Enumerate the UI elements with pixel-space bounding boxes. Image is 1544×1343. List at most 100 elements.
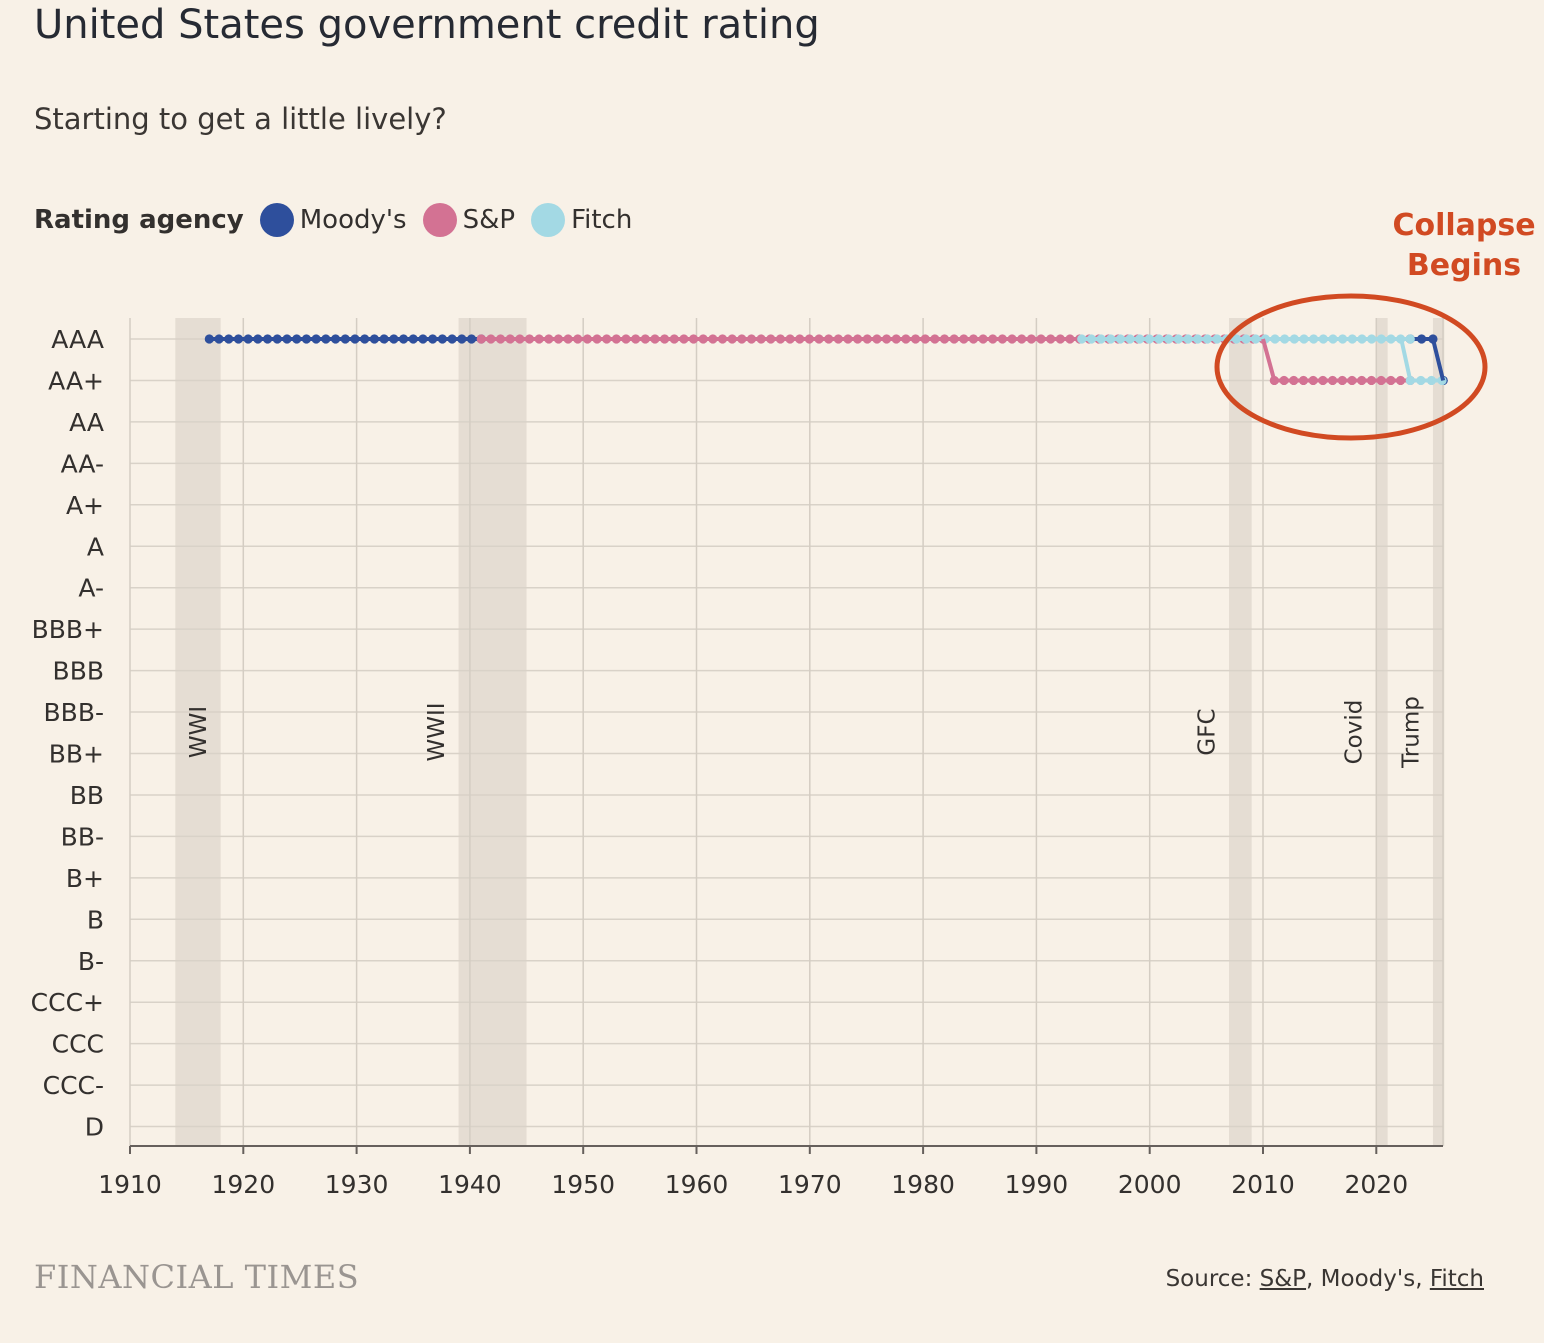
data-point: [292, 334, 302, 344]
source-separator: ,: [1306, 1266, 1321, 1292]
x-tick-label: 1990: [1005, 1170, 1069, 1199]
data-point: [978, 334, 988, 344]
data-point: [1289, 334, 1299, 344]
data-point: [1327, 375, 1338, 386]
y-tick-label: B-: [78, 947, 104, 976]
data-point: [1202, 334, 1212, 344]
shaded-period-wwi: [175, 318, 221, 1146]
annotation-line-1: Collapse: [1392, 208, 1536, 243]
data-point: [1164, 334, 1174, 344]
data-point: [1046, 334, 1056, 344]
source-link-sp[interactable]: S&P: [1259, 1266, 1307, 1292]
data-point: [233, 334, 244, 344]
data-point: [1251, 334, 1261, 344]
data-point: [1289, 375, 1299, 386]
data-point: [1125, 334, 1135, 344]
legend-label-moodys: Moody's: [299, 205, 407, 235]
shaded-period-wwii: [458, 318, 527, 1146]
data-point: [428, 334, 438, 344]
x-tick-label: 2010: [1231, 1170, 1295, 1199]
source-link-fitch[interactable]: Fitch: [1429, 1266, 1484, 1292]
data-point: [573, 334, 583, 344]
y-tick-label: A: [87, 532, 104, 561]
y-tick-label: BB-: [61, 822, 104, 851]
data-point: [1309, 334, 1319, 344]
data-point: [1376, 375, 1386, 386]
y-tick-label: D: [85, 1113, 104, 1142]
data-point: [340, 334, 350, 344]
data-point: [1386, 334, 1396, 344]
data-point: [756, 334, 766, 344]
data-point: [708, 334, 718, 344]
source-prefix: Source:: [1165, 1266, 1260, 1292]
data-point: [534, 334, 544, 344]
data-point: [930, 334, 940, 344]
data-point: [901, 334, 911, 344]
data-point: [350, 334, 360, 344]
source-note: Source: S&P, Moody's, Fitch: [1166, 1266, 1484, 1292]
data-point: [553, 334, 564, 344]
data-point: [814, 334, 824, 344]
x-tick-label: 1950: [551, 1170, 615, 1199]
source-separator: ,: [1415, 1266, 1430, 1292]
data-point: [321, 334, 331, 344]
data-point: [698, 334, 708, 344]
data-point: [833, 334, 843, 344]
shaded-period-gfc: [1229, 318, 1252, 1146]
legend-title: Rating agency: [34, 205, 244, 235]
data-point: [204, 334, 214, 344]
data-point: [843, 334, 853, 344]
data-point: [785, 334, 795, 344]
data-point: [369, 334, 380, 344]
data-point: [881, 334, 892, 344]
data-point: [1416, 375, 1426, 386]
data-point: [563, 334, 573, 344]
data-point: [727, 334, 737, 344]
data-point: [1347, 375, 1357, 386]
x-tick-label: 2000: [1118, 1170, 1182, 1199]
data-point: [330, 334, 341, 344]
data-point: [621, 334, 631, 344]
data-point: [910, 334, 921, 344]
y-tick-label: A-: [78, 574, 104, 603]
data-point: [495, 334, 506, 344]
data-point: [1154, 334, 1164, 344]
shaded-period-trump: [1432, 318, 1445, 1146]
data-point: [804, 334, 814, 344]
data-point: [1144, 334, 1154, 344]
data-point: [1338, 334, 1348, 344]
data-point: [1417, 334, 1427, 344]
data-point: [1241, 334, 1251, 344]
data-point: [360, 334, 370, 344]
data-point: [398, 334, 409, 344]
data-point: [1347, 334, 1357, 344]
data-point: [515, 334, 525, 344]
data-point: [1299, 334, 1309, 344]
data-point: [389, 334, 399, 344]
data-point: [437, 334, 447, 344]
data-point: [418, 334, 428, 344]
x-tick-label: 2020: [1344, 1170, 1408, 1199]
collapse-annotation: Collapse Begins: [1380, 206, 1544, 286]
data-point: [379, 334, 389, 344]
y-tick-label: B+: [66, 864, 104, 893]
data-point: [1337, 375, 1347, 386]
data-point: [253, 334, 263, 344]
data-point: [1026, 334, 1036, 344]
data-point: [1270, 334, 1280, 344]
data-point: [872, 334, 882, 344]
legend-label-sp: S&P: [462, 205, 516, 235]
data-point: [1173, 334, 1183, 344]
y-tick-label: B: [87, 905, 104, 934]
y-tick-label: BBB: [53, 657, 104, 686]
event-label-trump: Trump: [1398, 696, 1424, 769]
legend-swatch-fitch: [531, 203, 566, 237]
data-point: [1193, 334, 1203, 344]
data-point: [775, 334, 786, 344]
event-label-gfc: GFC: [1194, 708, 1220, 755]
data-point: [1055, 334, 1065, 344]
data-point: [1096, 334, 1106, 344]
data-point: [660, 334, 670, 344]
data-point: [1106, 334, 1116, 344]
data-point: [1007, 334, 1017, 344]
